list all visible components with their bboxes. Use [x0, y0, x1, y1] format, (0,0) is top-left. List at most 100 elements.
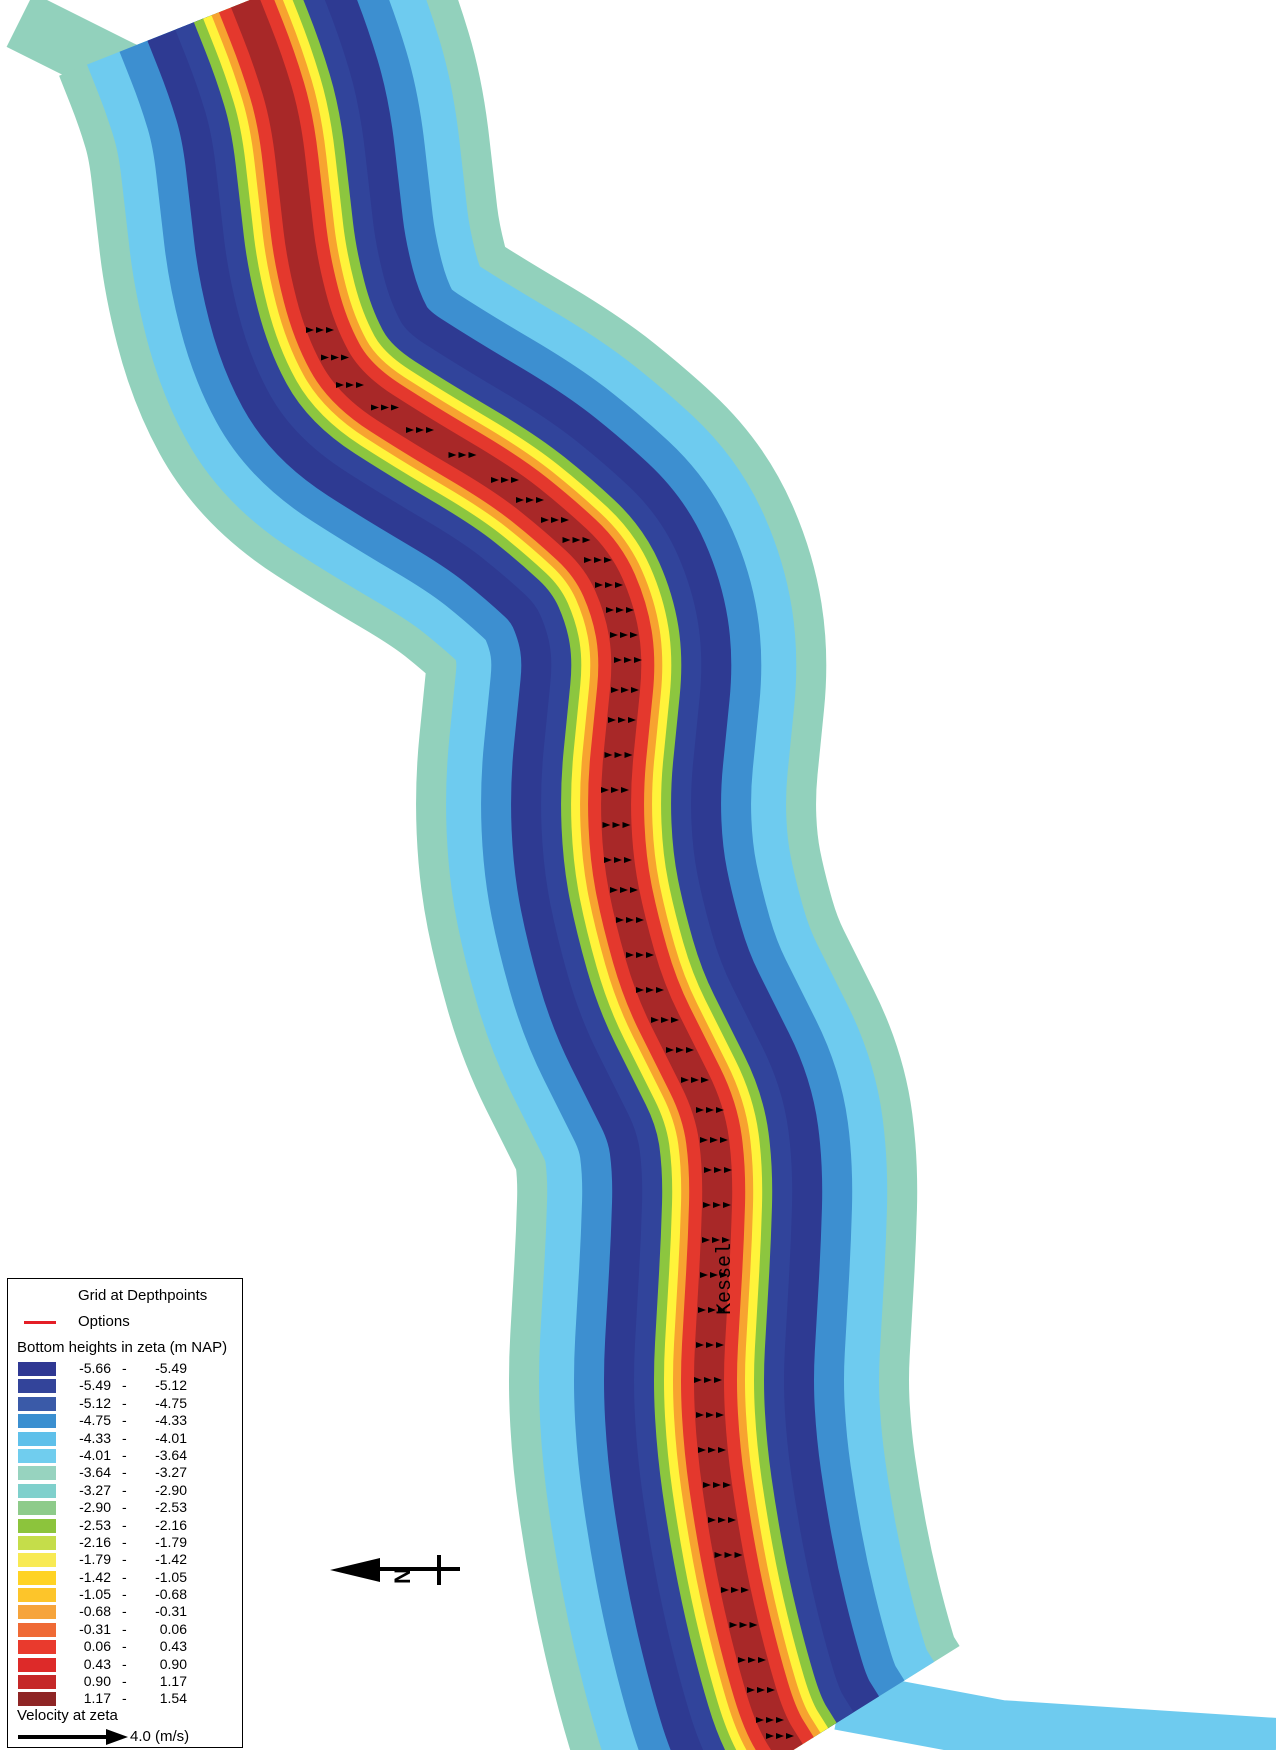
- velocity-vector: [710, 1137, 718, 1143]
- legend-class-swatch: [18, 1396, 56, 1411]
- legend-class-dash: -: [122, 1360, 127, 1376]
- legend-class-swatch: [18, 1448, 56, 1463]
- north-arrow-head: [330, 1558, 380, 1582]
- velocity-vector: [739, 1622, 748, 1628]
- legend-class-low: -5.66: [79, 1360, 111, 1376]
- velocity-vector: [562, 537, 571, 543]
- velocity-vector: [624, 657, 632, 663]
- legend-class-dash: -: [122, 1464, 127, 1481]
- legend-class-high: 1.17: [159, 1673, 187, 1690]
- velocity-vector: [714, 1167, 722, 1173]
- velocity-vector: [713, 1202, 721, 1208]
- velocity-vector: [584, 557, 592, 563]
- velocity-vector: [636, 917, 644, 923]
- velocity-vector: [756, 1717, 764, 1723]
- north-arrow: N: [330, 1555, 460, 1585]
- velocity-vector: [718, 1517, 726, 1523]
- legend-class-dash: -: [122, 1551, 127, 1568]
- legend-class-dash: -: [122, 1429, 127, 1446]
- velocity-vector: [610, 632, 618, 638]
- legend-class-dash: -: [122, 1377, 127, 1394]
- velocity-vector: [786, 1733, 794, 1739]
- velocity-vector: [595, 582, 603, 588]
- legend-class-low: 0.06: [83, 1638, 111, 1655]
- velocity-vector: [734, 1552, 743, 1558]
- legend-class-swatch: [18, 1466, 56, 1481]
- bottom-heights-title: Bottom heights in zeta (m NAP): [17, 1339, 228, 1356]
- legend-class-swatch: [18, 1570, 56, 1585]
- legend-class-low: 1.17: [83, 1690, 111, 1707]
- velocity-vector: [628, 717, 636, 723]
- legend-class-swatch: [18, 1675, 56, 1690]
- river-bank-extension-lower: [834, 1670, 1276, 1750]
- legend-class-low: 0.90: [83, 1673, 111, 1690]
- velocity-vector: [601, 787, 609, 793]
- legend-class-low: -4.01: [79, 1446, 111, 1463]
- velocity-vector: [713, 1482, 721, 1488]
- velocity-vector: [416, 427, 424, 433]
- legend-class-low: -4.75: [79, 1412, 111, 1429]
- velocity-vector: [346, 382, 354, 388]
- velocity-vector: [614, 657, 622, 663]
- legend-class-dash: -: [122, 1516, 127, 1533]
- legend-class-low: 0.43: [83, 1655, 111, 1672]
- velocity-vector: [708, 1517, 716, 1523]
- velocity-vector: [718, 1307, 726, 1313]
- velocity-vector: [602, 822, 611, 828]
- legend-class-high: -3.27: [155, 1464, 187, 1481]
- velocity-scale-arrow: [18, 1729, 128, 1745]
- velocity-vector: [651, 1017, 659, 1023]
- north-arrow-shaft: [380, 1567, 460, 1571]
- velocity-vector: [749, 1622, 758, 1628]
- velocity-vector: [630, 632, 638, 638]
- velocity-vector: [704, 1377, 712, 1383]
- velocity-vector: [704, 1167, 712, 1173]
- legend-class-dash: -: [122, 1446, 127, 1463]
- velocity-vector: [526, 497, 534, 503]
- velocity-vector: [712, 1237, 720, 1243]
- velocity-vector: [608, 717, 616, 723]
- river-channel-bands: [6, 0, 1276, 1750]
- velocity-vector: [696, 1412, 704, 1418]
- velocity-vector: [336, 382, 344, 388]
- legend-class-dash: -: [122, 1481, 127, 1498]
- velocity-vector: [618, 717, 626, 723]
- velocity-vector: [616, 607, 624, 613]
- legend-class-low: -3.27: [79, 1481, 111, 1498]
- velocity-vector: [611, 687, 619, 693]
- velocity-vector: [622, 822, 631, 828]
- legend-class-high: 0.43: [159, 1638, 187, 1655]
- legend-class-high: 0.90: [159, 1655, 187, 1672]
- velocity-vector: [604, 752, 613, 758]
- velocity-vector: [723, 1482, 731, 1488]
- options-line-swatch: [24, 1321, 56, 1324]
- velocity-vector: [624, 857, 632, 863]
- velocity-vector: [701, 1077, 709, 1083]
- velocity-vector: [708, 1447, 716, 1453]
- velocity-vector: [706, 1412, 714, 1418]
- velocity-arrow-head: [106, 1729, 128, 1745]
- velocity-vector: [708, 1307, 716, 1313]
- legend-class-high: -0.68: [155, 1586, 187, 1603]
- legend-class-swatch: [18, 1605, 56, 1620]
- velocity-vectors: [306, 327, 794, 1739]
- velocity-vector: [551, 517, 559, 523]
- legend-class-high: -3.64: [155, 1446, 187, 1463]
- velocity-vector: [776, 1733, 784, 1739]
- legend-class-dash: -: [122, 1673, 127, 1690]
- legend-class-high: -2.90: [155, 1481, 187, 1498]
- velocity-vector: [710, 1272, 718, 1278]
- velocity-vector: [630, 887, 638, 893]
- velocity-vector: [694, 1377, 702, 1383]
- velocity-vector: [700, 1137, 708, 1143]
- legend-class-high: -5.49: [155, 1360, 187, 1376]
- velocity-vector: [728, 1517, 736, 1523]
- legend-class-low: -4.33: [79, 1429, 111, 1446]
- legend-class-dash: -: [122, 1499, 127, 1516]
- location-label-kessel: Kessel: [714, 1243, 737, 1315]
- legend-class-low: -1.05: [79, 1586, 111, 1603]
- velocity-vector: [371, 404, 379, 411]
- legend-class-dash: -: [122, 1533, 127, 1550]
- velocity-vector: [615, 582, 623, 588]
